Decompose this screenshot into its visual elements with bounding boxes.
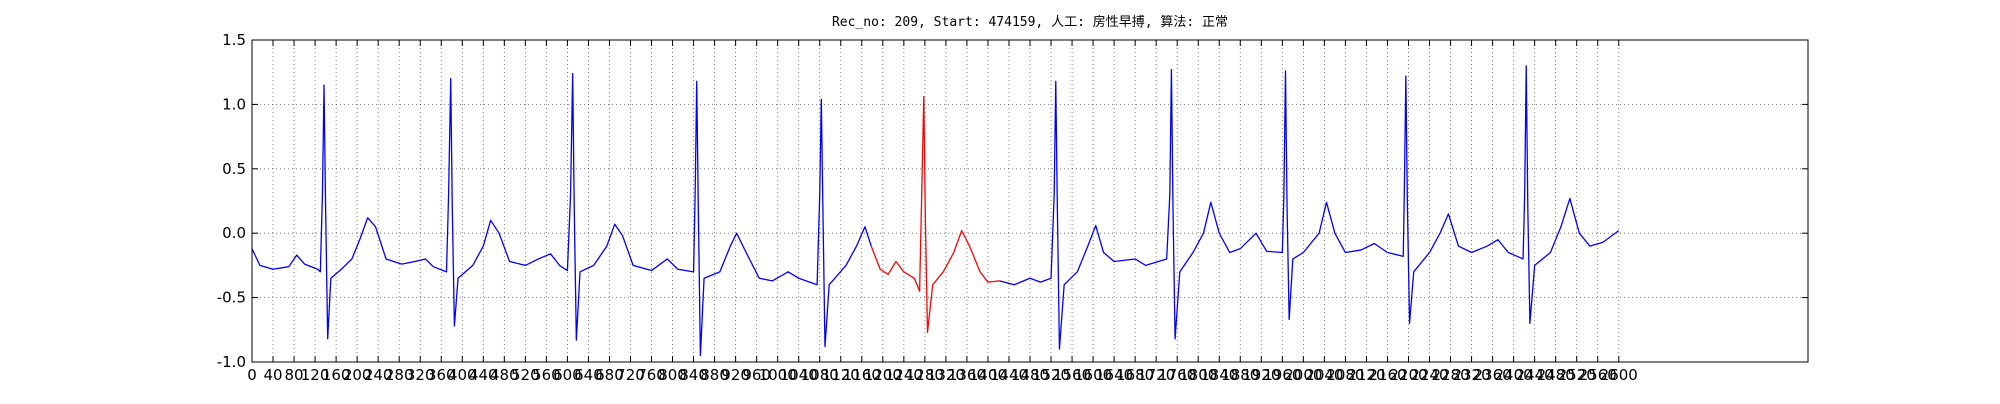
x-tick-label: 1120 [822,366,860,384]
x-tick-label: 1520 [1032,366,1070,384]
x-tick-label: 1360 [948,366,986,384]
x-tick-label: 2400 [1495,366,1533,384]
x-tick-label: 2160 [1368,366,1406,384]
x-tick-label: 2040 [1305,366,1343,384]
x-tick-label: 200 [343,366,372,384]
x-tick-label: 960 [742,366,771,384]
x-tick-label: 2600 [1600,366,1638,384]
x-tick-label: 1320 [927,366,965,384]
x-tick-label: 1960 [1263,366,1301,384]
x-tick-label: 2560 [1579,366,1617,384]
x-tick-label: 1080 [801,366,839,384]
x-tick-label: 1680 [1116,366,1154,384]
x-tick-label: 680 [595,366,624,384]
x-tick-label: 2200 [1389,366,1427,384]
x-tick-label: 240 [364,366,393,384]
x-tick-label: 1240 [885,366,923,384]
x-tick-label: 920 [721,366,750,384]
x-tick-label: 1920 [1242,366,1280,384]
y-tick-label: 1.0 [222,95,246,113]
x-tick-label: 1880 [1221,366,1259,384]
x-tick-label: 560 [532,366,561,384]
x-tick-label: 1400 [969,366,1007,384]
x-tick-label: 1000 [759,366,797,384]
x-tick-label: 120 [301,366,330,384]
x-tick-label: 1800 [1179,366,1217,384]
x-tick-label: 1440 [990,366,1028,384]
x-tick-label: 1480 [1011,366,1049,384]
x-tick-label: 1640 [1095,366,1133,384]
x-tick-label: 1160 [843,366,881,384]
x-tick-label: 480 [490,366,519,384]
x-tick-label: 360 [427,366,456,384]
x-tick-label: 2000 [1284,366,1322,384]
x-tick-label: 880 [700,366,729,384]
x-tick-label: 1040 [780,366,818,384]
plot-frame [251,39,1809,363]
x-tick-label: 1720 [1137,366,1175,384]
y-tick-label: 0.0 [222,224,246,242]
x-tick-label: 2080 [1326,366,1364,384]
x-tick-label: 160 [322,366,351,384]
y-tick-label: 1.5 [222,31,246,49]
x-tick-label: 720 [616,366,645,384]
x-tick-label: 1560 [1053,366,1091,384]
x-tick-label: 1280 [906,366,944,384]
x-tick-label: 640 [574,366,603,384]
x-tick-label: 800 [658,366,687,384]
x-tick-label: 2240 [1410,366,1448,384]
x-tick-label: 2520 [1558,366,1596,384]
x-tick-label: 760 [637,366,666,384]
chart-title: Rec_no: 209, Start: 474159, 人工: 房性早搏, 算法… [832,14,1228,30]
x-tick-label: 80 [285,366,304,384]
x-tick-label: 2440 [1516,366,1554,384]
x-tick-label: 320 [406,366,435,384]
x-tick-label: 1600 [1074,366,1112,384]
x-tick-label: 2480 [1537,366,1575,384]
ecg-line [251,65,1620,357]
x-tick-label: 1760 [1158,366,1196,384]
x-tick-label: 2360 [1474,366,1512,384]
x-tick-label: 440 [469,366,498,384]
y-tick-label: -1.0 [217,353,246,371]
x-tick-label: 1840 [1200,366,1238,384]
x-tick-label: 2280 [1431,366,1469,384]
x-tick-label: 600 [553,366,582,384]
x-tick-label: 400 [448,366,477,384]
x-tick-label: 280 [385,366,414,384]
x-tick-label: 520 [511,366,540,384]
x-tick-label: 0 [247,366,257,384]
x-tick-label: 40 [263,366,282,384]
y-tick-label: -0.5 [217,289,246,307]
x-tick-label: 2320 [1452,366,1490,384]
ecg-line [870,96,1000,334]
x-tick-label: 2120 [1347,366,1385,384]
x-tick-label: 840 [679,366,708,384]
x-tick-label: 1200 [864,366,902,384]
y-tick-label: 0.5 [222,160,246,178]
